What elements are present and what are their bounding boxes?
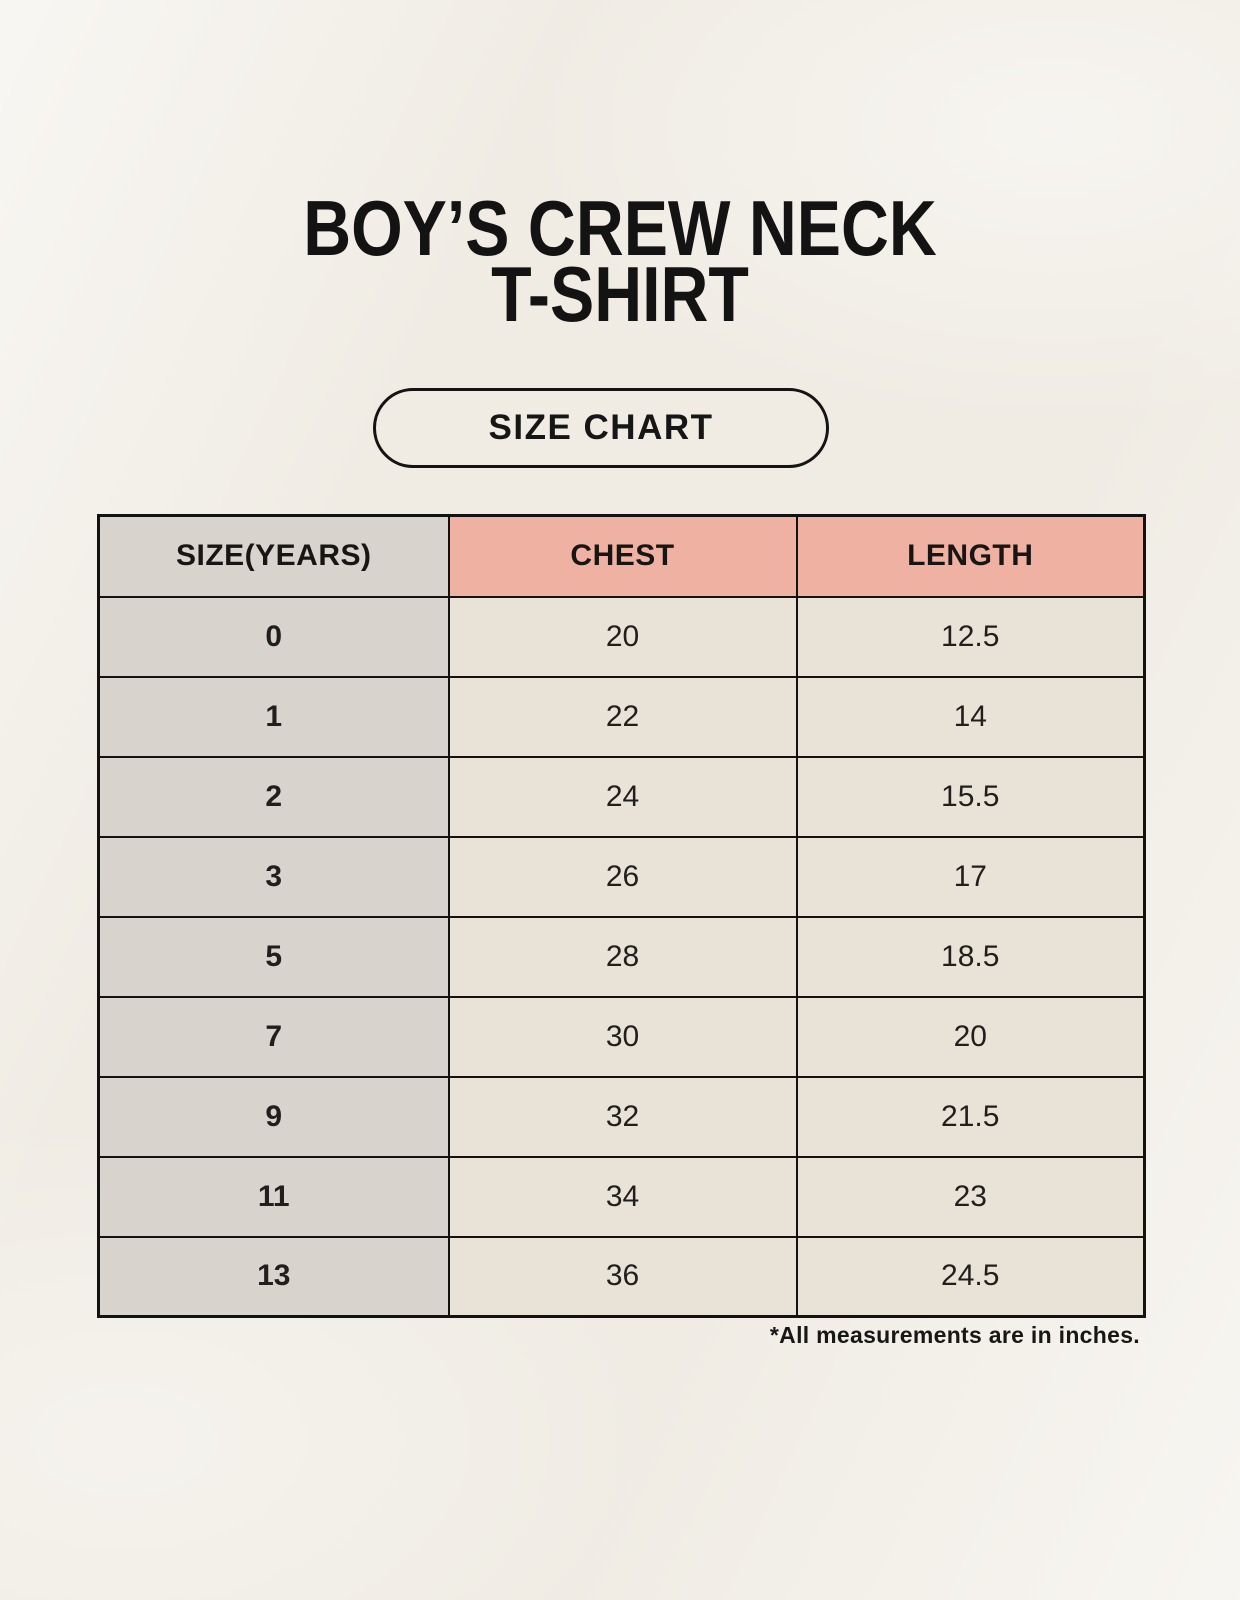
length-cell: 24.5 [795, 1235, 1146, 1318]
chest-cell: 34 [447, 1155, 798, 1238]
length-cell: 21.5 [795, 1075, 1146, 1158]
size-cell: 1 [97, 675, 450, 758]
size-table: SIZE(YEARS) CHEST LENGTH 0 20 12.5 1 22 14 2 24… [97, 514, 1146, 1318]
size-cell: 3 [97, 835, 450, 918]
table-row: 2 24 15.5 [97, 755, 1146, 838]
length-cell: 23 [795, 1155, 1146, 1238]
size-cell: 13 [97, 1235, 450, 1318]
chest-cell: 26 [447, 835, 798, 918]
table-row: 9 32 21.5 [97, 1075, 1146, 1158]
table-row: 13 36 24.5 [97, 1235, 1146, 1318]
table-row: 0 20 12.5 [97, 595, 1146, 678]
table-row: 5 28 18.5 [97, 915, 1146, 998]
chest-cell: 36 [447, 1235, 798, 1318]
header-row: SIZE(YEARS) CHEST LENGTH [97, 514, 1146, 598]
size-chart-badge: SIZE CHART [373, 388, 829, 468]
table-row: 7 30 20 [97, 995, 1146, 1078]
header-length: LENGTH [795, 514, 1146, 598]
size-cell: 5 [97, 915, 450, 998]
size-chart-badge-label: SIZE CHART [488, 408, 714, 447]
length-cell: 15.5 [795, 755, 1146, 838]
length-cell: 12.5 [795, 595, 1146, 678]
table-row: 1 22 14 [97, 675, 1146, 758]
table-row: 11 34 23 [97, 1155, 1146, 1238]
size-table-header: SIZE(YEARS) CHEST LENGTH [97, 514, 1146, 598]
length-cell: 18.5 [795, 915, 1146, 998]
chest-cell: 24 [447, 755, 798, 838]
length-cell: 20 [795, 995, 1146, 1078]
size-table-body: 0 20 12.5 1 22 14 2 24 15.5 3 26 17 5 28 18.5 7 30 20 9 32 2… [97, 595, 1146, 1318]
chest-cell: 22 [447, 675, 798, 758]
length-cell: 17 [795, 835, 1146, 918]
table-row: 3 26 17 [97, 835, 1146, 918]
chest-cell: 20 [447, 595, 798, 678]
header-size-years: SIZE(YEARS) [97, 514, 450, 598]
size-cell: 9 [97, 1075, 450, 1158]
size-cell: 0 [97, 595, 450, 678]
chest-cell: 28 [447, 915, 798, 998]
measurements-footnote: *All measurements are in inches. [769, 1322, 1140, 1348]
length-cell: 14 [795, 675, 1146, 758]
chest-cell: 32 [447, 1075, 798, 1158]
size-cell: 7 [97, 995, 450, 1078]
size-cell: 2 [97, 755, 450, 838]
page-title: BOY’S CREW NECK T-SHIRT [303, 184, 937, 338]
size-cell: 11 [97, 1155, 450, 1238]
chest-cell: 30 [447, 995, 798, 1078]
header-chest: CHEST [447, 514, 798, 598]
